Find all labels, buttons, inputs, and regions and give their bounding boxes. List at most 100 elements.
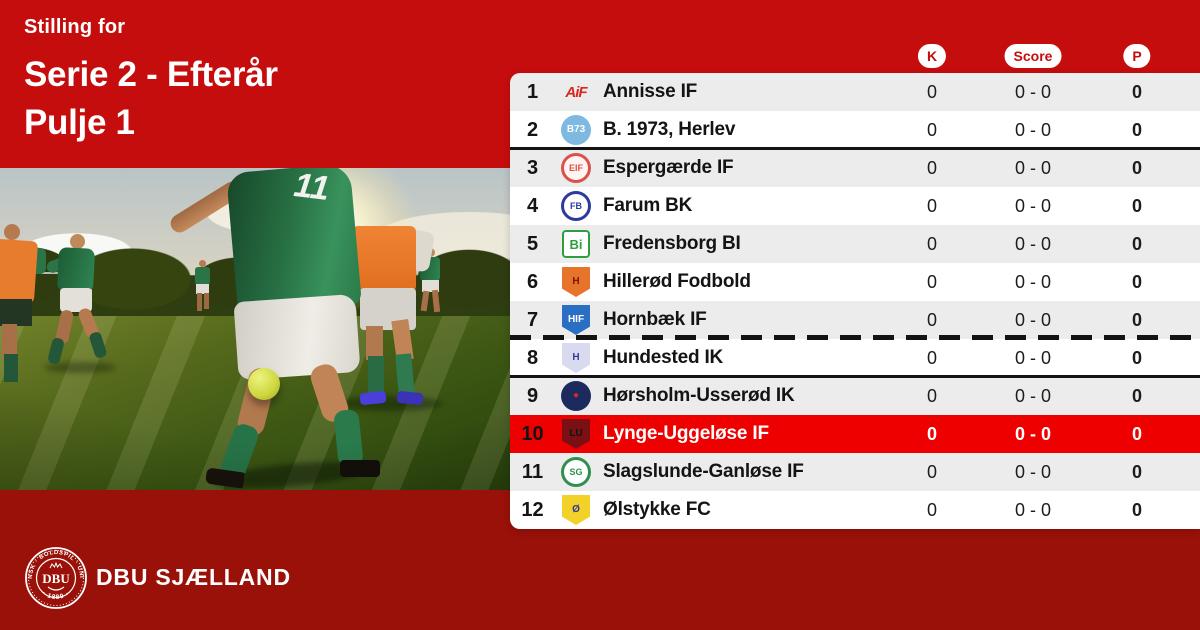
b1973-herlev-logo: B73 (561, 115, 591, 145)
score-value: 0 - 0 (1014, 195, 1052, 216)
hundested-ik-logo: H (562, 343, 590, 373)
score-value: 0 - 0 (1014, 81, 1052, 102)
hoersholm-usseroed-ik-logo: ● (561, 381, 591, 411)
team-name: B. 1973, Herlev (603, 119, 736, 140)
team-logo-cell: HIF (555, 305, 597, 335)
table-row: 3 EIF Espergærde IF 0 0 - 0 0 (510, 149, 1200, 187)
seal-center-text: DBU (42, 571, 70, 586)
matches-played-value: 0 (926, 119, 937, 140)
rank-cell: 10 (521, 422, 544, 445)
svg-text:· 1889 ·: · 1889 · (41, 590, 71, 601)
table-row: 5 Bi Fredensborg BI 0 0 - 0 0 (510, 225, 1200, 263)
header: Stilling for Serie 2 - Efterår Pulje 1 (24, 16, 278, 147)
team-name: Fredensborg BI (603, 233, 741, 254)
points-value: 0 (1131, 195, 1142, 216)
seal-bottom-text: · 1889 · (41, 590, 70, 601)
matches-played-value: 0 (926, 385, 937, 406)
header-eyebrow: Stilling for (24, 16, 126, 38)
score-value: 0 - 0 (1014, 271, 1052, 292)
espergaerde-if-logo: EIF (561, 153, 591, 183)
distant-player-head (199, 260, 206, 267)
rank-cell: 2 (526, 118, 539, 141)
matches-played-value: 0 (926, 157, 937, 178)
standings-table: K Score P 1 AiF Annisse IF 0 0 - 0 0 2 B… (510, 0, 1200, 630)
team-name: Hillerød Fodbold (603, 271, 751, 292)
team-logo-cell: EIF (555, 153, 597, 183)
separator-line-solid (510, 147, 1200, 150)
score-value: 0 - 0 (1014, 157, 1052, 178)
points-value: 0 (1131, 271, 1142, 292)
team-logo-cell: B73 (555, 115, 597, 145)
table-row: 6 H Hillerød Fodbold 0 0 - 0 0 (510, 263, 1200, 301)
matches-played-value: 0 (926, 347, 937, 368)
rank-cell: 12 (521, 498, 544, 521)
score-value: 0 - 0 (1014, 347, 1052, 368)
team-logo-cell: AiF (555, 77, 597, 107)
table-row: 2 B73 B. 1973, Herlev 0 0 - 0 0 (510, 111, 1200, 149)
column-badge-points: P (1123, 44, 1151, 68)
team-logo-cell: FB (555, 191, 597, 221)
score-value: 0 - 0 (1014, 499, 1052, 520)
points-value: 0 (1131, 347, 1142, 368)
table-row: 11 SG Slagslunde-Ganløse IF 0 0 - 0 0 (510, 453, 1200, 491)
table-row: 12 Ø Ølstykke FC 0 0 - 0 0 (510, 491, 1200, 529)
farleft-player-sock (4, 354, 18, 382)
team-name: Lynge-Uggeløse IF (603, 423, 769, 444)
team-logo-cell: Bi (555, 230, 597, 258)
orange-player-leg (366, 326, 383, 360)
farum-bk-logo: FB (561, 191, 591, 221)
annisse-if-logo: AiF (565, 83, 587, 101)
rank-cell: 7 (526, 308, 539, 331)
orange-player-bib (352, 226, 416, 292)
rank-cell: 4 (526, 194, 539, 217)
table-row: 8 H Hundested IK 0 0 - 0 0 (510, 339, 1200, 377)
points-value: 0 (1131, 233, 1142, 254)
player-shadow (44, 362, 116, 373)
rank-cell: 1 (526, 80, 539, 103)
rank-cell: 8 (526, 346, 539, 369)
team-name: Hørsholm-Usserød IK (603, 385, 795, 406)
team-logo-cell: LU (555, 419, 597, 449)
table-row: 4 FB Farum BK 0 0 - 0 0 (510, 187, 1200, 225)
matches-played-value: 0 (926, 81, 937, 102)
score-value: 0 - 0 (1014, 385, 1052, 406)
matches-played-value: 0 (926, 423, 937, 444)
team-logo-cell: H (555, 267, 597, 297)
right-player-shorts (422, 280, 439, 292)
team-logo-cell: Ø (555, 495, 597, 525)
football (248, 368, 280, 400)
team-name: Annisse IF (603, 81, 698, 102)
rank-cell: 11 (521, 460, 544, 483)
matches-played-value: 0 (926, 195, 937, 216)
distant-player-shorts (196, 284, 209, 294)
team-name: Hundested IK (603, 347, 724, 368)
column-badge-score: Score (1004, 44, 1062, 68)
score-value: 0 - 0 (1014, 423, 1052, 444)
points-value: 0 (1131, 157, 1142, 178)
hornbaek-if-logo: HIF (562, 305, 590, 335)
rank-cell: 6 (526, 270, 539, 293)
table-row: 10 LU Lynge-Uggeløse IF 0 0 - 0 0 (510, 415, 1200, 453)
header-title-line2: Pulje 1 (24, 103, 135, 142)
team-logo-cell: H (555, 343, 597, 373)
matches-played-value: 0 (926, 271, 937, 292)
header-title-line1: Serie 2 - Efterår (24, 55, 278, 94)
points-value: 0 (1131, 499, 1142, 520)
table-row: 9 ● Hørsholm-Usserød IK 0 0 - 0 0 (510, 377, 1200, 415)
points-value: 0 (1131, 119, 1142, 140)
table-row: 7 HIF Hornbæk IF 0 0 - 0 0 (510, 301, 1200, 339)
farleft-player-shorts (0, 299, 32, 326)
team-name: Hornbæk IF (603, 309, 707, 330)
rank-cell: 9 (526, 384, 539, 407)
team-name: Slagslunde-Ganløse IF (603, 461, 804, 482)
farleft-player-leg (2, 324, 17, 358)
team-name: Ølstykke FC (603, 499, 711, 520)
column-badge-matches: K (917, 44, 947, 68)
matches-played-value: 0 (926, 499, 937, 520)
separator-line-solid (510, 375, 1200, 378)
team-logo-cell: ● (555, 381, 597, 411)
left-player-head (70, 234, 85, 249)
standings-rows: 1 AiF Annisse IF 0 0 - 0 0 2 B73 B. 1973… (510, 73, 1200, 529)
matches-played-value: 0 (926, 233, 937, 254)
